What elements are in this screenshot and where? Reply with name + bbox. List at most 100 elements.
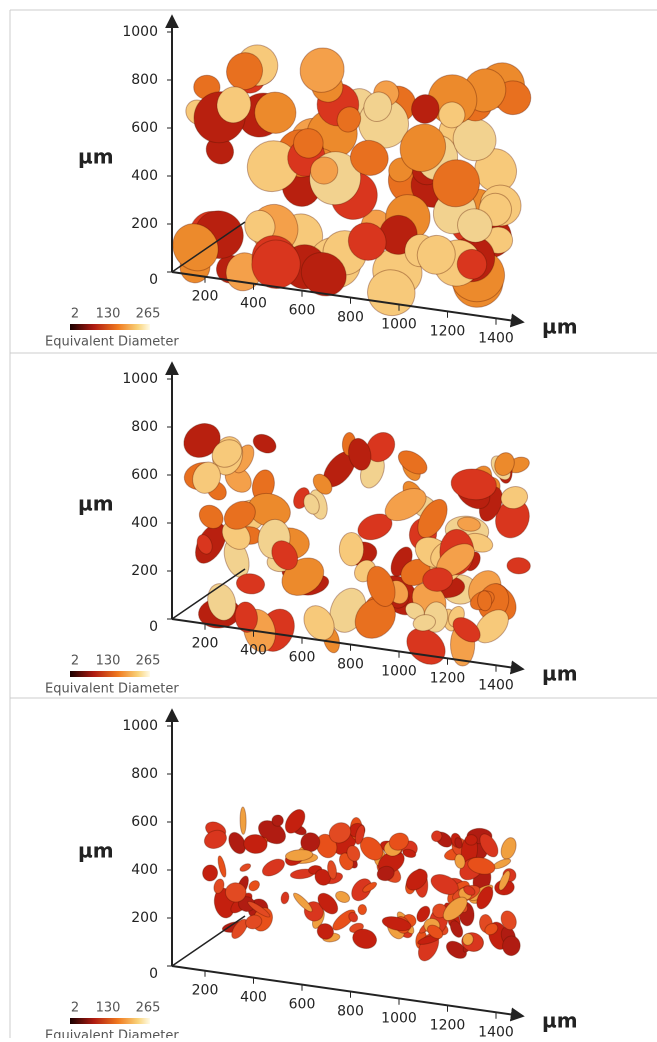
- particle: [362, 881, 378, 893]
- y-tick-label: 400: [131, 862, 158, 878]
- y-tick-label: 200: [131, 910, 158, 926]
- x-tick-label: 1000: [381, 1011, 417, 1027]
- particle: [498, 870, 511, 891]
- particle: [251, 239, 301, 289]
- colorbar-tick-label: 265: [136, 654, 161, 669]
- colorbar-label: Equivalent Diameter: [45, 682, 179, 697]
- particle: [192, 461, 221, 494]
- particle: [303, 605, 335, 641]
- panel: 0 200 400 600 800 1000 200 400 600 800 1000 1200 140…: [45, 14, 578, 350]
- particle: [432, 159, 481, 208]
- colorbar: [70, 324, 150, 330]
- particle: [317, 892, 339, 915]
- particle: [500, 837, 517, 860]
- particle: [261, 858, 285, 877]
- y-axis-label: µm: [78, 145, 114, 169]
- x-tick-label: 600: [289, 650, 316, 666]
- panel: 0 200 400 600 800 1000 200 400 600 800 1000 1200 140…: [45, 708, 578, 1042]
- colorbar-label: Equivalent Diameter: [45, 335, 179, 350]
- colorbar: [70, 1018, 150, 1024]
- x-tick-label: 400: [240, 643, 267, 659]
- particle: [247, 900, 271, 918]
- particle: [338, 532, 365, 567]
- y-tick-label: 600: [131, 814, 158, 830]
- y-tick-label: 600: [131, 467, 158, 483]
- particle: [347, 437, 372, 471]
- particle: [464, 834, 478, 846]
- x-tick-label: 1200: [430, 324, 466, 340]
- particle: [426, 924, 444, 940]
- particle: [412, 614, 436, 632]
- particle: [500, 486, 529, 510]
- particle: [388, 832, 410, 851]
- colorbar-tick-label: 130: [96, 1001, 121, 1016]
- particle: [348, 911, 359, 923]
- colorbar-label: Equivalent Diameter: [45, 1029, 179, 1039]
- particle: [484, 922, 499, 936]
- particle: [327, 860, 338, 880]
- particle: [416, 234, 456, 275]
- particle: [452, 118, 497, 162]
- particle: [376, 865, 395, 882]
- colorbar-tick-label: 2: [71, 307, 79, 322]
- particle: [346, 845, 361, 862]
- particle: [203, 829, 227, 850]
- particle: [228, 831, 247, 855]
- colorbar-tick-label: 2: [71, 1001, 79, 1016]
- particle: [397, 450, 428, 475]
- particle: [450, 468, 497, 501]
- particle: [235, 573, 266, 595]
- particle: [328, 822, 352, 844]
- particle: [310, 156, 339, 185]
- x-tick-label: 600: [289, 303, 316, 319]
- particle: [248, 880, 260, 892]
- particle: [207, 583, 237, 621]
- particle: [474, 609, 509, 644]
- particle: [336, 106, 362, 133]
- particle: [280, 891, 290, 905]
- colorbar-tick-label: 130: [96, 654, 121, 669]
- particle: [300, 832, 321, 853]
- particle: [402, 848, 417, 859]
- y-tick-label: 800: [131, 72, 158, 88]
- particle: [271, 540, 299, 571]
- y-tick-label: 800: [131, 766, 158, 782]
- particle: [231, 918, 248, 940]
- z-axis: [171, 568, 246, 620]
- particle: [349, 139, 389, 176]
- particle: [416, 905, 431, 923]
- particle: [217, 855, 227, 878]
- particle: [284, 849, 314, 862]
- particle: [245, 914, 263, 930]
- particle: [363, 91, 393, 122]
- particle: [196, 534, 213, 555]
- colorbar-tick-label: 265: [136, 307, 161, 322]
- y-tick-label: 0: [149, 619, 158, 635]
- y-tick-label: 0: [149, 272, 158, 288]
- particle: [224, 882, 247, 903]
- particle: [411, 94, 440, 124]
- particle: [357, 513, 393, 541]
- particle: [352, 928, 378, 950]
- x-tick-label: 1200: [430, 1018, 466, 1034]
- particle: [347, 222, 387, 261]
- colorbar: [70, 671, 150, 677]
- particle: [454, 837, 463, 849]
- particle: [299, 47, 345, 93]
- particle: [293, 892, 313, 913]
- x-tick-label: 1400: [478, 678, 514, 694]
- x-tick-label: 1000: [381, 664, 417, 680]
- particle: [239, 806, 247, 835]
- particle: [430, 830, 443, 843]
- particle: [271, 814, 284, 827]
- colorbar-tick-label: 130: [96, 307, 121, 322]
- y-tick-label: 200: [131, 563, 158, 579]
- particle: [477, 590, 493, 612]
- particle: [202, 864, 219, 882]
- particle: [438, 101, 466, 129]
- particle: [442, 896, 468, 922]
- y-tick-label: 800: [131, 419, 158, 435]
- particle: [406, 627, 446, 665]
- x-tick-label: 1000: [381, 317, 417, 333]
- y-axis-label: µm: [78, 492, 114, 516]
